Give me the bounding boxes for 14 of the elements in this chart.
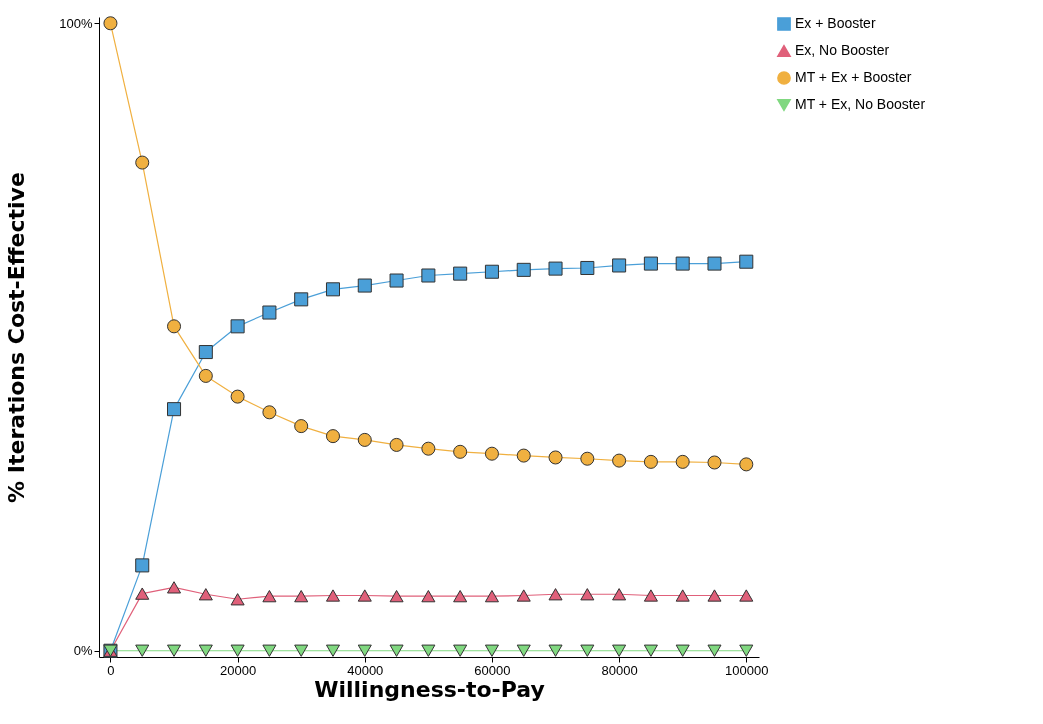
y-tick-label: 0% — [73, 643, 93, 659]
x-axis-title: Willingness-to-Pay — [314, 676, 545, 702]
legend-label: Ex, No Booster — [795, 42, 890, 58]
x-tick-label: 80000 — [601, 662, 638, 678]
x-tick-label: 20000 — [220, 662, 257, 678]
legend-label: MT + Ex + Booster — [795, 69, 912, 85]
legend-label: MT + Ex, No Booster — [795, 96, 926, 112]
legend-label: Ex + Booster — [795, 15, 876, 31]
y-tick-label: 100% — [59, 15, 93, 31]
x-tick-label: 100000 — [725, 662, 769, 678]
x-tick-label: 40000 — [347, 662, 384, 678]
x-tick-label: 60000 — [474, 662, 511, 678]
y-axis-title: % Iterations Cost-Effective — [4, 172, 30, 503]
x-tick-label: 0 — [107, 662, 115, 678]
